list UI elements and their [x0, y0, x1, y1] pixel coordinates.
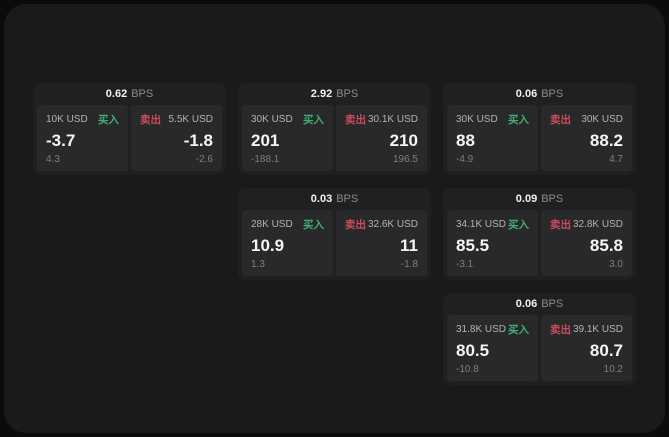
- buy-price: 201: [251, 130, 280, 150]
- buy-sub-value: -3.1: [456, 259, 474, 270]
- sell-label: 卖出: [345, 114, 366, 126]
- buy-sub-value: -188.1: [251, 154, 280, 165]
- sell-tile[interactable]: 卖出 32.8K USD 85.8 3.0: [541, 210, 632, 276]
- buy-size: 30K USD: [456, 114, 498, 125]
- quote-card: 0.06 BPS 31.8K USD 买入 80.5 -10.8 卖出 39.1…: [443, 293, 636, 385]
- sell-size: 39.1K USD: [572, 324, 623, 335]
- buy-tile[interactable]: 10K USD 买入 -3.7 4.3: [37, 105, 128, 171]
- buy-tile[interactable]: 34.1K USD 买入 85.5 -3.1: [447, 210, 538, 276]
- sell-size: 32.6K USD: [367, 219, 418, 230]
- buy-tile[interactable]: 30K USD 买入 88 -4.9: [447, 105, 538, 171]
- bps-unit: BPS: [131, 88, 154, 100]
- buy-label: 买入: [508, 324, 529, 336]
- sell-price: 85.8: [589, 235, 623, 255]
- bps-value: 2.92: [310, 88, 333, 100]
- sell-sub-value: 3.0: [609, 259, 623, 270]
- buy-label: 买入: [508, 114, 529, 126]
- sell-price: -1.8: [183, 130, 213, 150]
- buy-size: 30K USD: [251, 114, 293, 125]
- sell-label: 卖出: [550, 324, 571, 336]
- sell-tile[interactable]: 卖出 30K USD 88.2 4.7: [541, 105, 632, 171]
- quote-card: 0.03 BPS 28K USD 买入 10.9 1.3 卖出 32.6K US…: [238, 188, 431, 280]
- quote-card: 0.09 BPS 34.1K USD 买入 85.5 -3.1 卖出 32.8K…: [443, 188, 636, 280]
- buy-label: 买入: [303, 114, 324, 126]
- bps-unit: BPS: [541, 88, 564, 100]
- quote-card: 0.62 BPS 10K USD 买入 -3.7 4.3 卖出 5.5K USD…: [33, 83, 226, 175]
- buy-size: 31.8K USD: [456, 324, 507, 335]
- buy-price: 80.5: [456, 340, 490, 360]
- buy-tile[interactable]: 31.8K USD 买入 80.5 -10.8: [447, 315, 538, 381]
- sell-sub-value: 196.5: [392, 154, 418, 165]
- sell-tile[interactable]: 卖出 30.1K USD 210 196.5: [336, 105, 427, 171]
- sell-label: 卖出: [550, 114, 571, 126]
- sell-tile[interactable]: 卖出 32.6K USD 11 -1.8: [336, 210, 427, 276]
- bps-value: 0.09: [515, 193, 538, 205]
- bps-unit: BPS: [541, 193, 564, 205]
- sell-sub-value: 4.7: [609, 154, 623, 165]
- quote-card: 0.06 BPS 30K USD 买入 88 -4.9 卖出 30K USD 8…: [443, 83, 636, 175]
- buy-sub-value: 4.3: [46, 154, 60, 165]
- buy-price: -3.7: [46, 130, 76, 150]
- buy-label: 买入: [303, 219, 324, 231]
- sell-size: 32.8K USD: [572, 219, 623, 230]
- sell-size: 30K USD: [581, 114, 623, 125]
- buy-size: 34.1K USD: [456, 219, 507, 230]
- bps-value: 0.03: [310, 193, 333, 205]
- bps-unit: BPS: [336, 88, 359, 100]
- sell-label: 卖出: [550, 219, 571, 231]
- quote-card-grid: 0.62 BPS 10K USD 买入 -3.7 4.3 卖出 5.5K USD…: [33, 83, 636, 385]
- sell-size: 5.5K USD: [168, 114, 213, 125]
- bps-header: 0.06 BPS: [447, 293, 632, 315]
- sell-tile[interactable]: 卖出 39.1K USD 80.7 10.2: [541, 315, 632, 381]
- bps-header: 0.09 BPS: [447, 188, 632, 210]
- buy-label: 买入: [508, 219, 529, 231]
- sell-price: 88.2: [589, 130, 623, 150]
- buy-size: 28K USD: [251, 219, 293, 230]
- buy-sub-value: -4.9: [456, 154, 474, 165]
- sell-price: 11: [400, 235, 418, 255]
- bps-value: 0.62: [105, 88, 128, 100]
- bps-unit: BPS: [336, 193, 359, 205]
- sell-label: 卖出: [140, 114, 161, 126]
- bps-header: 0.03 BPS: [242, 188, 427, 210]
- buy-tile[interactable]: 30K USD 买入 201 -188.1: [242, 105, 333, 171]
- sell-tile[interactable]: 卖出 5.5K USD -1.8 -2.6: [131, 105, 222, 171]
- buy-size: 10K USD: [46, 114, 88, 125]
- sell-size: 30.1K USD: [367, 114, 418, 125]
- sell-sub-value: -2.6: [195, 154, 213, 165]
- bps-header: 0.06 BPS: [447, 83, 632, 105]
- sell-sub-value: -1.8: [400, 259, 418, 270]
- bps-value: 0.06: [515, 298, 538, 310]
- bps-unit: BPS: [541, 298, 564, 310]
- sell-label: 卖出: [345, 219, 366, 231]
- bps-header: 2.92 BPS: [242, 83, 427, 105]
- buy-tile[interactable]: 28K USD 买入 10.9 1.3: [242, 210, 333, 276]
- bps-value: 0.06: [515, 88, 538, 100]
- buy-price: 85.5: [456, 235, 490, 255]
- sell-price: 80.7: [589, 340, 623, 360]
- buy-sub-value: 1.3: [251, 259, 265, 270]
- buy-label: 买入: [98, 114, 119, 126]
- buy-price: 10.9: [251, 235, 285, 255]
- buy-price: 88: [456, 130, 475, 150]
- bps-header: 0.62 BPS: [37, 83, 222, 105]
- buy-sub-value: -10.8: [456, 364, 479, 375]
- sell-price: 210: [389, 130, 418, 150]
- sell-sub-value: 10.2: [603, 364, 623, 375]
- quote-card: 2.92 BPS 30K USD 买入 201 -188.1 卖出 30.1K …: [238, 83, 431, 175]
